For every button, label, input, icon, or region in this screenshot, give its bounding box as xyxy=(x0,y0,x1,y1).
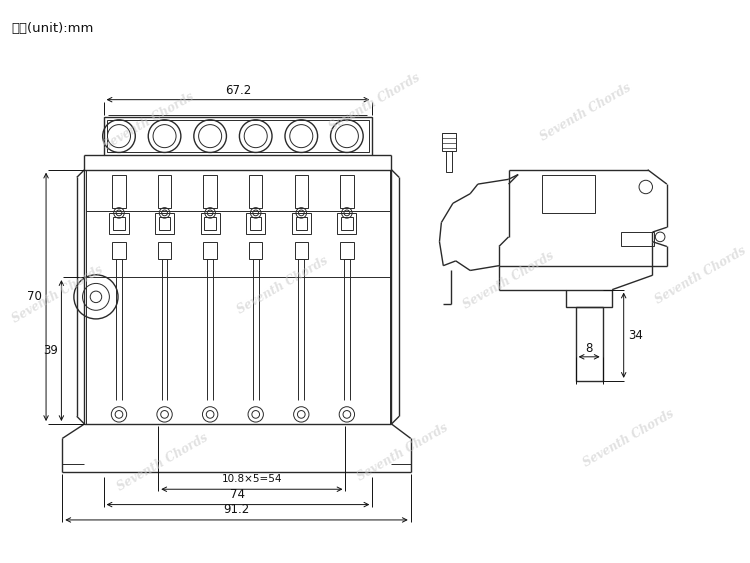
Bar xyxy=(621,232,655,245)
Text: Seventh Chords: Seventh Chords xyxy=(326,72,422,134)
Text: 单位(unit):mm: 单位(unit):mm xyxy=(11,22,94,35)
Text: Seventh Chords: Seventh Chords xyxy=(116,431,211,494)
Bar xyxy=(341,217,352,230)
Bar xyxy=(203,242,217,259)
Bar xyxy=(159,217,170,230)
Bar xyxy=(110,213,128,234)
Bar xyxy=(292,213,311,234)
Bar xyxy=(340,242,353,259)
Bar xyxy=(446,150,452,172)
Text: 10.8×5=54: 10.8×5=54 xyxy=(221,473,282,484)
Bar xyxy=(340,175,353,208)
Bar xyxy=(296,217,307,230)
Text: Seventh Chords: Seventh Chords xyxy=(652,244,748,306)
Bar xyxy=(338,213,356,234)
Text: Seventh Chords: Seventh Chords xyxy=(101,91,196,153)
Bar xyxy=(112,175,126,208)
Text: 91.2: 91.2 xyxy=(224,503,250,516)
Text: 67.2: 67.2 xyxy=(225,83,251,97)
Text: Seventh Chords: Seventh Chords xyxy=(538,81,633,144)
Bar xyxy=(200,213,220,234)
Bar xyxy=(576,307,602,381)
Bar xyxy=(104,117,372,155)
Text: Seventh Chords: Seventh Chords xyxy=(10,263,105,326)
Text: 70: 70 xyxy=(27,291,42,303)
Text: 34: 34 xyxy=(628,329,643,342)
Bar xyxy=(205,217,216,230)
Bar xyxy=(155,213,174,234)
Bar xyxy=(158,242,171,259)
Bar xyxy=(442,133,456,150)
Bar xyxy=(106,120,370,153)
Bar xyxy=(203,175,217,208)
Bar xyxy=(112,242,126,259)
Text: Seventh Chords: Seventh Chords xyxy=(356,422,451,484)
Bar xyxy=(113,217,125,230)
Text: 74: 74 xyxy=(230,488,245,501)
Bar xyxy=(249,175,262,208)
Text: Seventh Chords: Seventh Chords xyxy=(580,407,676,470)
Bar xyxy=(295,242,308,259)
Text: Seventh Chords: Seventh Chords xyxy=(461,249,556,311)
Bar xyxy=(86,169,389,424)
Bar xyxy=(250,217,262,230)
Bar xyxy=(249,242,262,259)
Bar xyxy=(246,213,266,234)
Text: 39: 39 xyxy=(44,344,58,357)
Bar xyxy=(295,175,308,208)
Text: 8: 8 xyxy=(586,342,592,355)
Bar xyxy=(158,175,171,208)
Bar xyxy=(542,175,595,213)
Text: Seventh Chords: Seventh Chords xyxy=(236,253,331,316)
Bar xyxy=(566,289,612,307)
